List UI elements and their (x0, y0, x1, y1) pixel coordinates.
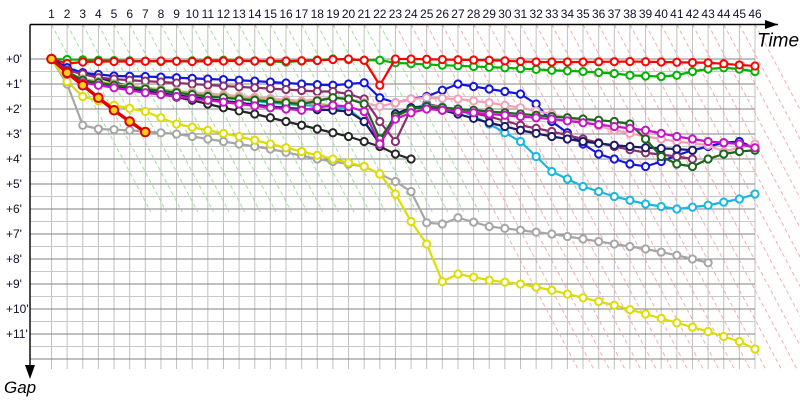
svg-text:12: 12 (217, 7, 231, 21)
svg-text:36: 36 (592, 7, 606, 21)
svg-text:4: 4 (95, 7, 102, 21)
svg-text:33: 33 (545, 7, 559, 21)
svg-text:+2': +2' (6, 102, 22, 116)
svg-text:17: 17 (295, 7, 309, 21)
svg-text:11: 11 (202, 7, 215, 21)
svg-text:40: 40 (655, 7, 669, 21)
svg-text:28: 28 (467, 7, 481, 21)
svg-text:21: 21 (357, 7, 371, 21)
svg-text:29: 29 (483, 7, 497, 21)
svg-text:34: 34 (561, 7, 575, 21)
svg-text:19: 19 (326, 7, 340, 21)
svg-text:+3': +3' (6, 127, 22, 141)
svg-text:43: 43 (701, 7, 715, 21)
svg-text:6: 6 (126, 7, 133, 21)
svg-text:7: 7 (142, 7, 149, 21)
svg-text:24: 24 (404, 7, 418, 21)
svg-text:9: 9 (173, 7, 180, 21)
svg-text:Gap: Gap (4, 378, 36, 397)
svg-text:1: 1 (48, 7, 55, 21)
svg-text:31: 31 (514, 7, 528, 21)
svg-text:27: 27 (451, 7, 465, 21)
svg-text:+10': +10' (6, 302, 29, 316)
svg-text:23: 23 (389, 7, 403, 21)
svg-text:16: 16 (279, 7, 293, 21)
svg-text:26: 26 (436, 7, 450, 21)
svg-text:3: 3 (79, 7, 86, 21)
svg-text:13: 13 (232, 7, 246, 21)
svg-text:32: 32 (529, 7, 543, 21)
svg-text:+7': +7' (6, 227, 22, 241)
svg-text:+6': +6' (6, 202, 22, 216)
svg-text:2: 2 (64, 7, 71, 21)
svg-text:Time: Time (757, 31, 799, 52)
svg-text:+4': +4' (6, 152, 22, 166)
svg-text:20: 20 (342, 7, 356, 21)
svg-text:18: 18 (311, 7, 325, 21)
svg-text:38: 38 (623, 7, 637, 21)
svg-text:37: 37 (608, 7, 622, 21)
svg-text:39: 39 (639, 7, 653, 21)
svg-text:46: 46 (748, 7, 762, 21)
svg-text:44: 44 (717, 7, 731, 21)
svg-text:15: 15 (264, 7, 278, 21)
svg-text:+5': +5' (6, 177, 22, 191)
svg-text:+0': +0' (6, 52, 22, 66)
svg-text:35: 35 (576, 7, 590, 21)
svg-text:8: 8 (158, 7, 165, 21)
svg-text:42: 42 (686, 7, 700, 21)
svg-text:41: 41 (670, 7, 684, 21)
svg-text:14: 14 (248, 7, 262, 21)
svg-text:+11': +11' (6, 327, 28, 341)
svg-text:25: 25 (420, 7, 434, 21)
svg-text:+8': +8' (6, 252, 22, 266)
svg-text:45: 45 (733, 7, 747, 21)
svg-text:10: 10 (186, 7, 200, 21)
svg-text:5: 5 (111, 7, 118, 21)
svg-text:30: 30 (498, 7, 512, 21)
svg-text:22: 22 (373, 7, 387, 21)
svg-text:+9': +9' (6, 277, 22, 291)
svg-text:+1': +1' (6, 77, 22, 91)
